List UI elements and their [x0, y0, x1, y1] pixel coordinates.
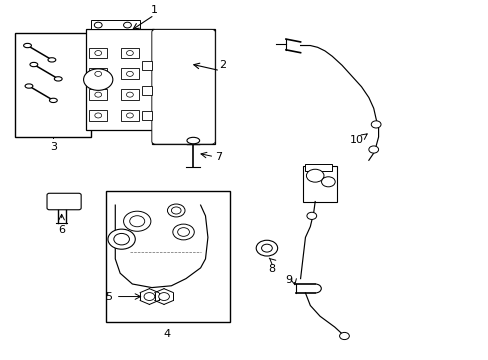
Bar: [86, 30, 154, 130]
Bar: [121, 48, 139, 58]
Circle shape: [123, 211, 151, 231]
Bar: [105, 191, 229, 321]
Circle shape: [108, 229, 135, 249]
Bar: [89, 89, 107, 100]
Bar: [15, 33, 91, 137]
Circle shape: [306, 212, 316, 220]
Bar: [89, 110, 107, 121]
FancyBboxPatch shape: [47, 193, 81, 210]
Circle shape: [158, 293, 169, 301]
Text: 6: 6: [58, 225, 65, 235]
Ellipse shape: [54, 77, 62, 81]
Circle shape: [306, 169, 324, 182]
Circle shape: [126, 50, 133, 55]
Bar: [305, 164, 331, 171]
Bar: [152, 30, 215, 144]
Text: 1: 1: [150, 5, 158, 15]
Circle shape: [339, 332, 348, 339]
Circle shape: [144, 293, 155, 301]
Circle shape: [171, 207, 181, 214]
Ellipse shape: [49, 98, 57, 103]
Text: 8: 8: [267, 264, 274, 274]
Ellipse shape: [23, 43, 31, 48]
Circle shape: [126, 113, 133, 118]
Bar: [121, 89, 139, 100]
Circle shape: [370, 121, 380, 128]
Bar: [121, 110, 139, 121]
Ellipse shape: [30, 62, 38, 67]
Text: 3: 3: [50, 141, 57, 152]
Bar: [303, 166, 336, 202]
FancyBboxPatch shape: [152, 30, 215, 144]
Text: 10: 10: [349, 135, 363, 145]
Circle shape: [256, 240, 277, 256]
Text: 9: 9: [285, 275, 292, 285]
Bar: [89, 48, 107, 58]
Circle shape: [167, 204, 184, 217]
Circle shape: [129, 216, 144, 227]
Circle shape: [95, 92, 102, 97]
Bar: [142, 86, 152, 95]
Text: 4: 4: [163, 329, 171, 339]
Text: 5: 5: [104, 292, 112, 302]
Text: 2: 2: [219, 60, 225, 70]
Bar: [142, 111, 152, 120]
Circle shape: [172, 224, 194, 240]
Circle shape: [83, 69, 113, 90]
Circle shape: [261, 244, 272, 252]
Circle shape: [177, 228, 189, 236]
Circle shape: [94, 22, 102, 28]
Circle shape: [321, 177, 334, 187]
Circle shape: [114, 233, 129, 245]
Ellipse shape: [48, 58, 56, 62]
Bar: [142, 61, 152, 69]
Circle shape: [126, 92, 133, 97]
Circle shape: [126, 71, 133, 76]
Circle shape: [95, 71, 102, 76]
Circle shape: [95, 113, 102, 118]
Ellipse shape: [25, 84, 33, 88]
Circle shape: [95, 50, 102, 55]
Bar: [121, 68, 139, 79]
Text: 7: 7: [215, 152, 222, 162]
Bar: [91, 21, 140, 30]
Circle shape: [123, 22, 131, 28]
Circle shape: [368, 146, 378, 153]
Ellipse shape: [186, 137, 199, 144]
Bar: [89, 68, 107, 79]
